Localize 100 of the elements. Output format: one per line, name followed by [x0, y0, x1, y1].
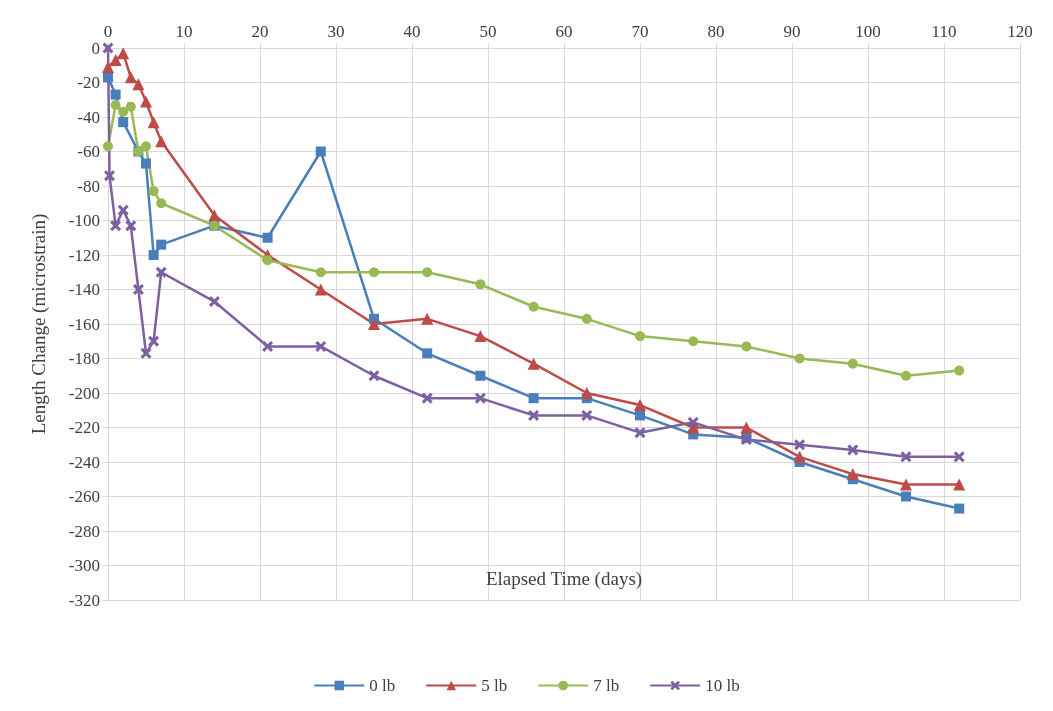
y-tick-label: -220	[68, 418, 100, 437]
point	[635, 331, 645, 342]
y-tick-label: -240	[68, 452, 100, 472]
point	[528, 393, 539, 404]
x-tick-label: 20	[251, 22, 269, 41]
point	[314, 283, 327, 296]
point	[847, 358, 858, 369]
point	[421, 392, 433, 404]
point	[368, 318, 380, 330]
point	[688, 336, 699, 347]
point	[740, 421, 753, 434]
y-tick-label: -120	[68, 245, 100, 265]
point	[315, 146, 326, 157]
point	[901, 370, 911, 381]
point	[422, 348, 433, 359]
point	[156, 198, 167, 209]
point	[846, 468, 859, 481]
point	[954, 503, 965, 514]
point	[687, 416, 699, 428]
point	[110, 89, 121, 100]
point	[581, 313, 592, 324]
point	[528, 409, 540, 421]
x-tick-label: 50	[479, 22, 497, 41]
point	[475, 279, 486, 290]
point	[103, 72, 113, 83]
point	[262, 255, 273, 266]
point	[155, 266, 167, 278]
x-tick-label: 0	[103, 22, 113, 41]
point	[527, 357, 540, 370]
y-tick-label: -180	[68, 349, 100, 368]
point	[580, 387, 593, 399]
point	[847, 444, 859, 456]
point	[125, 101, 136, 112]
point	[104, 170, 116, 182]
point	[954, 365, 965, 376]
point	[422, 267, 433, 278]
point	[117, 47, 130, 60]
point	[368, 370, 380, 382]
point	[141, 141, 151, 152]
point	[102, 42, 114, 54]
legend-label: 7 lb	[593, 676, 620, 695]
y-tick-label: -20	[77, 73, 100, 92]
point	[148, 250, 159, 260]
legend-label: 10 lb	[705, 676, 740, 695]
point	[421, 312, 434, 325]
point	[369, 267, 379, 278]
x-tick-label: 30	[327, 22, 345, 41]
point	[634, 427, 646, 439]
x-tick-label: 10	[175, 22, 193, 41]
point	[474, 392, 486, 404]
point	[110, 99, 121, 110]
x-axis-title: Elapsed Time (days)	[485, 568, 643, 590]
legend-label: 0 lb	[369, 676, 396, 695]
point	[125, 220, 137, 232]
point	[118, 117, 129, 128]
y-tick-label: -260	[68, 487, 100, 506]
point	[103, 141, 113, 152]
point	[132, 284, 144, 295]
point	[140, 95, 152, 108]
point	[117, 204, 129, 216]
x-tick-label: 120	[1007, 22, 1033, 41]
y-tick-label: 0	[91, 38, 100, 58]
point	[315, 340, 327, 352]
point	[156, 239, 167, 250]
point	[208, 209, 221, 222]
x-tick-label: 100	[855, 22, 881, 41]
point	[474, 330, 487, 343]
point	[148, 335, 160, 347]
point	[953, 478, 966, 491]
point	[141, 158, 151, 169]
y-tick-label: -160	[68, 314, 100, 334]
point	[262, 232, 273, 243]
point	[155, 135, 168, 148]
point	[208, 296, 220, 308]
point	[901, 491, 911, 502]
point	[794, 439, 806, 451]
x-tick-label: 40	[403, 22, 421, 41]
point	[581, 409, 593, 421]
y-tick-label: -100	[68, 211, 100, 230]
point	[635, 410, 645, 421]
y-tick-label: -140	[68, 280, 100, 299]
point	[124, 71, 137, 84]
point	[102, 60, 114, 73]
y-tick-label: -320	[68, 590, 100, 610]
legend-label: 5 lb	[481, 676, 508, 695]
point	[900, 478, 912, 491]
point	[132, 78, 145, 91]
y-tick-label: -80	[77, 176, 100, 196]
point	[793, 450, 806, 463]
point	[741, 341, 752, 352]
x-tick-label: 70	[631, 22, 649, 41]
x-tick-label: 60	[555, 22, 573, 41]
point	[634, 399, 646, 412]
point	[262, 340, 274, 352]
point	[147, 116, 160, 129]
point	[528, 301, 539, 312]
point	[475, 370, 486, 381]
point	[110, 220, 122, 232]
y-axis-title: Length Change (microstrain)	[28, 213, 50, 435]
y-tick-label: -300	[68, 556, 100, 575]
